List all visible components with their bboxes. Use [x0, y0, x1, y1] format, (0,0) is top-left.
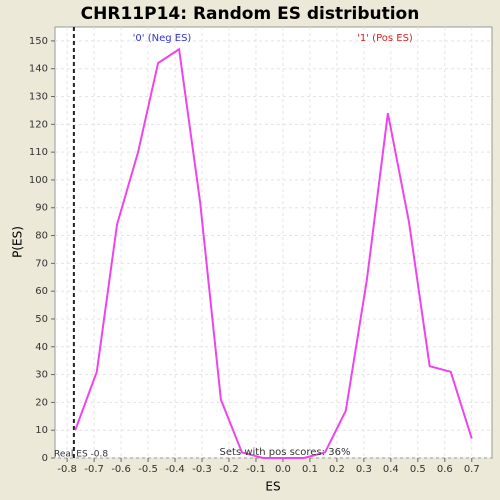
y-tick-label: 0: [42, 453, 48, 464]
y-tick-label: 110: [29, 147, 48, 158]
x-tick-label: -0.6: [111, 464, 131, 475]
y-tick-label: 140: [29, 64, 48, 75]
y-tick-label: 20: [35, 397, 48, 408]
y-tick-label: 90: [35, 203, 48, 214]
y-tick-label: 10: [35, 425, 48, 436]
x-tick-label: 0.6: [437, 464, 453, 475]
x-axis-label: ES: [265, 480, 280, 494]
x-tick-label: -0.1: [246, 464, 266, 475]
chart-title: CHR11P14: Random ES distribution: [81, 4, 420, 24]
x-tick-label: -0.3: [192, 464, 212, 475]
plot-area: [54, 26, 493, 459]
annotation: Sets with pos scores: 36%: [220, 447, 351, 458]
y-tick-label: 80: [35, 231, 48, 242]
y-tick-label: 150: [29, 36, 48, 47]
annotation: Real ES -0.8: [54, 450, 108, 460]
y-tick-label: 50: [35, 314, 48, 325]
x-tick-label: -0.2: [219, 464, 239, 475]
y-tick-label: 60: [35, 286, 48, 297]
y-tick-label: 120: [29, 119, 48, 130]
x-tick-label: 0.5: [410, 464, 426, 475]
y-tick-label: 30: [35, 370, 48, 381]
x-tick-label: -0.4: [165, 464, 185, 475]
annotation: '0' (Neg ES): [133, 33, 192, 44]
x-tick-label: 0.1: [302, 464, 318, 475]
y-tick-label: 130: [29, 92, 48, 103]
x-tick-label: -0.5: [138, 464, 158, 475]
y-tick-label: 70: [35, 258, 48, 269]
y-axis-label: P(ES): [11, 226, 25, 258]
x-tick-label: 0.7: [464, 464, 480, 475]
annotation: '1' (Pos ES): [357, 33, 413, 44]
x-tick-label: 0.4: [383, 464, 399, 475]
series-line: [74, 47, 473, 459]
x-tick-label: 0.3: [356, 464, 372, 475]
x-tick-label: -0.8: [57, 464, 77, 475]
y-tick-label: 40: [35, 342, 48, 353]
x-tick-label: 0.2: [329, 464, 345, 475]
y-tick-label: 100: [29, 175, 48, 186]
x-tick-label: -0.7: [84, 464, 104, 475]
x-tick-label: 0.0: [275, 464, 291, 475]
